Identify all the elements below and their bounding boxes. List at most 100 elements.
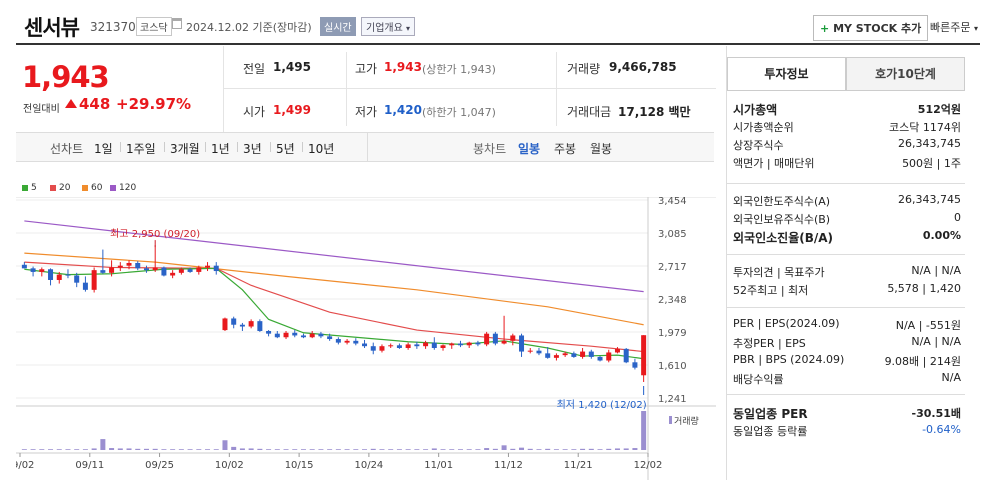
candle-body: [466, 342, 472, 346]
volume-bar: [231, 446, 237, 450]
candle-body: [283, 332, 289, 338]
tab-invest-info[interactable]: 투자정보: [727, 57, 846, 91]
volume-bar: [248, 448, 254, 450]
volume-bar: [344, 449, 350, 450]
candle-body: [178, 269, 184, 273]
volume-bar: [170, 449, 176, 450]
period-tab[interactable]: 1주일: [126, 142, 156, 156]
volume-bar: [65, 449, 71, 450]
period-tab[interactable]: 1일: [94, 142, 113, 156]
candle-body: [344, 340, 350, 343]
y-tick-label: 3,454: [658, 197, 687, 207]
info-row: 배당수익률 N/A: [733, 371, 961, 387]
volume-bar: [117, 448, 123, 450]
volume-bar: [239, 448, 245, 450]
x-tick-label: 10/02: [215, 460, 244, 471]
volume-bar: [56, 449, 62, 450]
info-value: 5,578 | 1,420: [887, 282, 961, 295]
candle-body: [39, 269, 45, 272]
candle-body: [205, 265, 211, 268]
candle-body: [370, 346, 376, 351]
candle-body: [423, 342, 429, 347]
quick-order-dropdown[interactable]: 빠른주문 ▾: [930, 21, 978, 34]
info-row: 동일업종 등락률 -0.64%: [733, 423, 961, 439]
calendar-icon: [172, 18, 182, 29]
volume-bar: [109, 448, 115, 450]
tab-orderbook-10[interactable]: 호가10단계: [846, 57, 965, 91]
divider: [237, 142, 238, 152]
y-tick-label: 1,979: [658, 328, 687, 339]
volume-bar: [178, 449, 184, 450]
info-value: -0.64%: [922, 423, 961, 436]
legend-label: 5: [31, 183, 37, 193]
volume-bar: [379, 449, 385, 450]
x-tick-label: 09/11: [75, 460, 104, 471]
ma-line-60: [24, 252, 644, 326]
legend-swatch: [22, 185, 28, 191]
y-tick-label: 2,348: [658, 295, 687, 306]
info-row: PBR | BPS (2024.09) 9.08배 | 214원: [733, 353, 961, 369]
header-divider: [16, 43, 980, 45]
volume-bar: [353, 449, 359, 450]
candle-tab[interactable]: 주봉: [554, 142, 577, 156]
info-row: 추정PER | EPS N/A | N/A: [733, 335, 961, 351]
candle-body: [117, 265, 123, 268]
x-tick-label: 12/02: [634, 460, 663, 471]
divider: [727, 90, 965, 91]
info-key: 시가총액순위: [733, 121, 794, 134]
candle-body: [48, 269, 54, 280]
candle-body: [519, 335, 525, 352]
info-row: 시가총액 512억원: [733, 101, 961, 117]
volume-bar: [396, 449, 402, 450]
period-tab[interactable]: 10년: [308, 142, 335, 156]
candle-body: [510, 335, 516, 341]
company-overview-dropdown[interactable]: 기업개요 ▾: [361, 17, 416, 36]
volume-bar: [300, 449, 306, 450]
volume-bar: [457, 449, 463, 450]
period-tab[interactable]: 3년: [243, 142, 262, 156]
candle-body: [65, 274, 71, 276]
volume-bar: [283, 449, 289, 450]
ma-line-120: [24, 220, 644, 293]
info-row: 외국인한도주식수(A) 26,343,745: [733, 193, 961, 209]
realtime-button[interactable]: 실시간: [320, 17, 356, 36]
legend-swatch: [50, 185, 56, 191]
legend-label: 120: [119, 183, 137, 193]
candle-body: [440, 345, 446, 348]
trade-amount-label: 거래대금: [567, 105, 612, 119]
candle-body: [257, 321, 263, 331]
info-tabs: 투자정보 호가10단계: [727, 57, 965, 91]
info-key: PER | EPS(2024.09): [733, 317, 840, 330]
info-key: 외국인한도주식수(A): [733, 195, 831, 208]
x-tick-label: 09/25: [145, 460, 174, 471]
volume-bar: [187, 449, 193, 450]
info-row: 외국인보유주식수(B) 0: [733, 211, 961, 227]
candle-body: [379, 346, 385, 351]
candle-body: [562, 353, 568, 356]
info-key: PBR | BPS (2024.09): [733, 353, 845, 366]
period-tab[interactable]: 5년: [276, 142, 295, 156]
candle-body: [152, 267, 158, 271]
volume-bar: [580, 448, 586, 450]
period-tab[interactable]: 3개월: [170, 142, 200, 156]
volume-label: 거래량: [567, 62, 601, 76]
divider: [270, 142, 271, 152]
candle-body: [396, 345, 402, 348]
legend-swatch: [110, 185, 116, 191]
candle-body: [414, 344, 420, 347]
volume-bar: [74, 449, 80, 450]
volume-bar: [335, 449, 341, 450]
info-row: 52주최고 | 최저 5,578 | 1,420: [733, 282, 961, 298]
candle-tab[interactable]: 일봉: [518, 142, 541, 156]
volume-bar: [126, 448, 132, 450]
candle-body: [623, 348, 629, 363]
add-mystock-button[interactable]: + MY STOCK 추가: [813, 15, 929, 41]
period-tab[interactable]: 1년: [211, 142, 230, 156]
candle-body: [300, 335, 306, 338]
quote-date: 2024.12.02 기준(장마감): [186, 21, 312, 34]
volume-bar: [553, 449, 559, 450]
prev-close-label: 전일: [243, 62, 266, 76]
price-chart[interactable]: 3,454 3,085 2,717 2,348 1,979 1,610 1,241 거래량 09…: [16, 197, 716, 480]
candle-body: [21, 264, 27, 269]
candle-tab[interactable]: 월봉: [590, 142, 613, 156]
